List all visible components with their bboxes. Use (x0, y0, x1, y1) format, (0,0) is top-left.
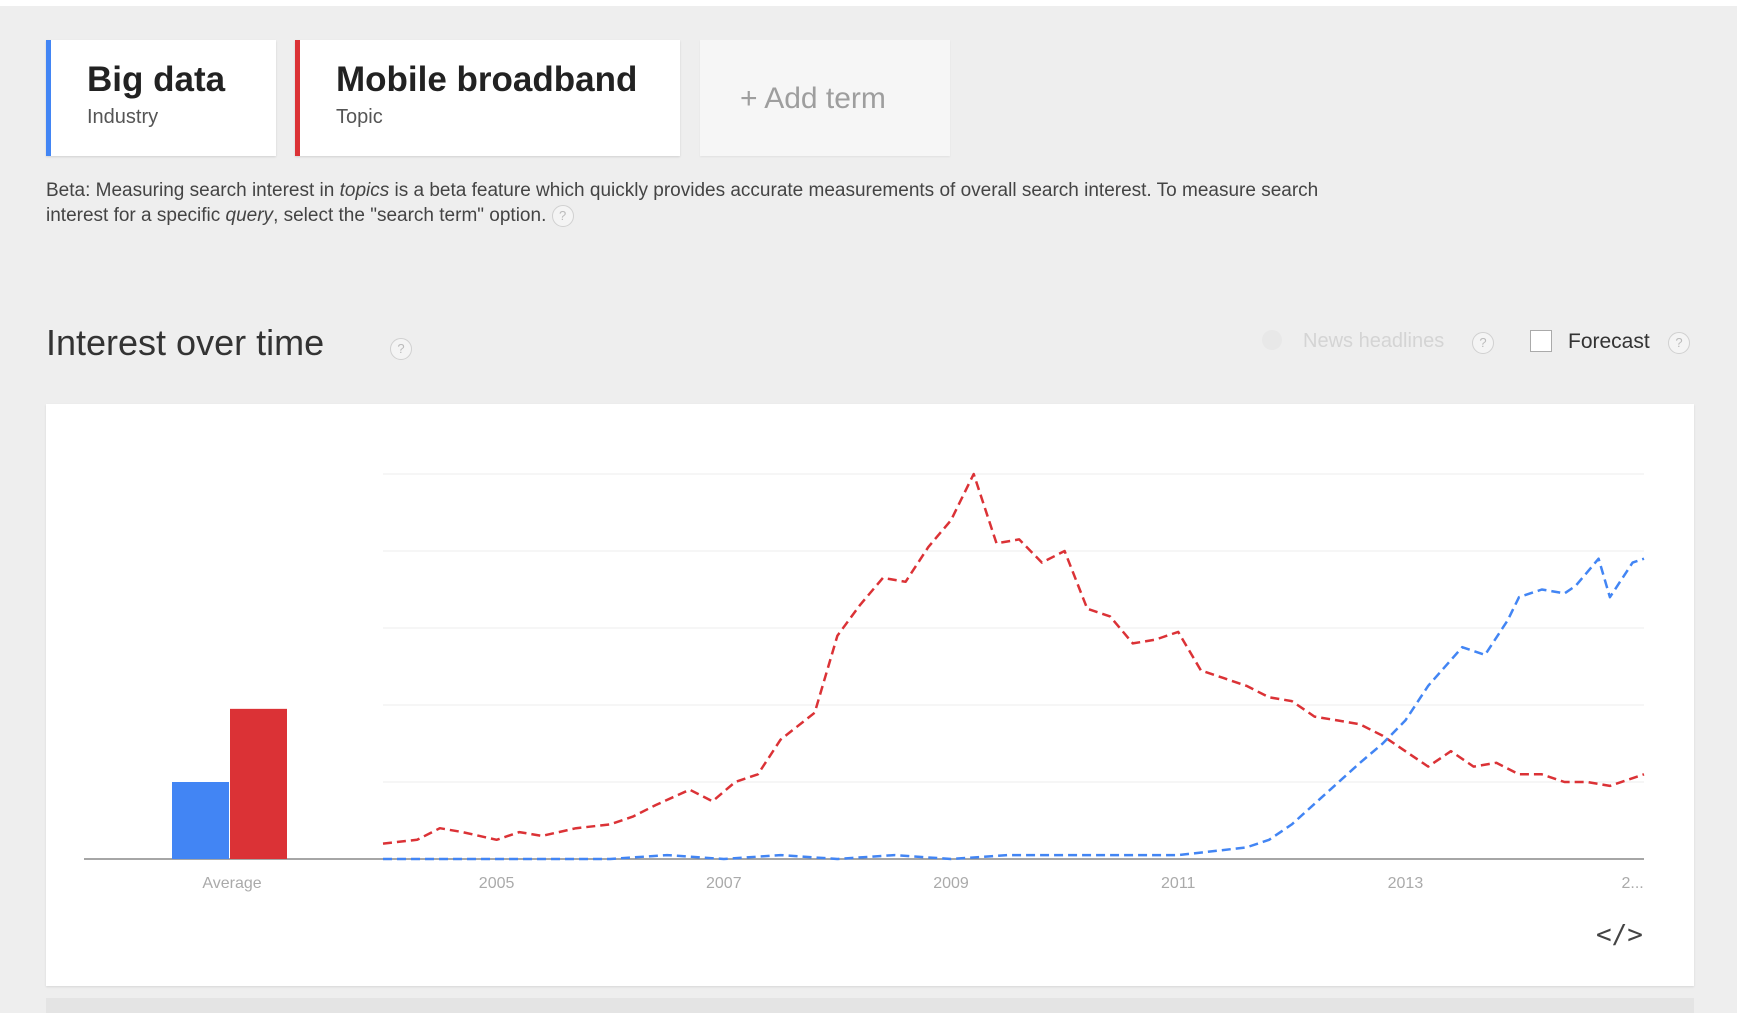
interest-chart: Average 2005 2007 2009 2011 2013 2... (84, 472, 1645, 892)
x-tick-label-5: 2... (1622, 875, 1644, 892)
beta-note: Beta: Measuring search interest in topic… (46, 178, 1366, 228)
x-tick-label-4: 2013 (1388, 875, 1424, 892)
x-tick-labels: 2005 2007 2009 2011 2013 2... (479, 875, 1644, 892)
news-headlines-toggle[interactable] (1262, 330, 1282, 350)
x-tick-label-1: 2007 (706, 875, 742, 892)
forecast-checkbox[interactable] (1530, 330, 1552, 352)
term-card-mobile-broadband[interactable]: Mobile broadband Topic (295, 40, 680, 156)
beta-emphasis-query: query (225, 205, 274, 226)
x-tick-label-3: 2011 (1161, 875, 1196, 892)
beta-text-2: is a beta feature which quickly provides… (46, 180, 1319, 226)
x-tick-label-0: 2005 (479, 875, 515, 892)
term-name: Mobile broadband (336, 60, 638, 99)
news-help-icon[interactable]: ? (1472, 332, 1494, 354)
section-title: Interest over time (46, 322, 325, 363)
grid-lines (383, 473, 1644, 783)
beta-help-icon[interactable]: ? (551, 204, 574, 227)
bottom-strip (46, 998, 1694, 1013)
term-type: Industry (87, 106, 159, 128)
series-lines (382, 472, 1645, 861)
series-line-0 (382, 472, 1645, 845)
average-label: Average (202, 875, 261, 892)
average-bar-1 (230, 708, 287, 859)
forecast-help-icon[interactable]: ? (1668, 332, 1690, 354)
add-term-label: + Add term (740, 82, 886, 115)
embed-code-icon[interactable]: </> (1596, 920, 1643, 950)
top-frame (0, 0, 1737, 6)
x-tick-label-2: 2009 (933, 875, 969, 892)
average-bars (172, 708, 287, 859)
series-line-1 (383, 557, 1645, 861)
section-help-icon[interactable]: ? (390, 338, 412, 360)
term-name: Big data (87, 60, 226, 99)
news-headlines-label: News headlines (1303, 330, 1445, 352)
beta-text-1: Beta: Measuring search interest in (46, 180, 340, 201)
term-type: Topic (336, 106, 383, 128)
term-card-big-data[interactable]: Big data Industry (46, 40, 276, 156)
chart-card: Average 2005 2007 2009 2011 2013 2... </> (46, 404, 1694, 986)
beta-emphasis-topics: topics (339, 180, 390, 201)
average-bar-0 (172, 782, 229, 859)
forecast-label: Forecast (1568, 330, 1650, 353)
add-term-button[interactable]: + Add term (700, 40, 950, 156)
beta-text-3: , select the "search term" option. (273, 205, 547, 226)
